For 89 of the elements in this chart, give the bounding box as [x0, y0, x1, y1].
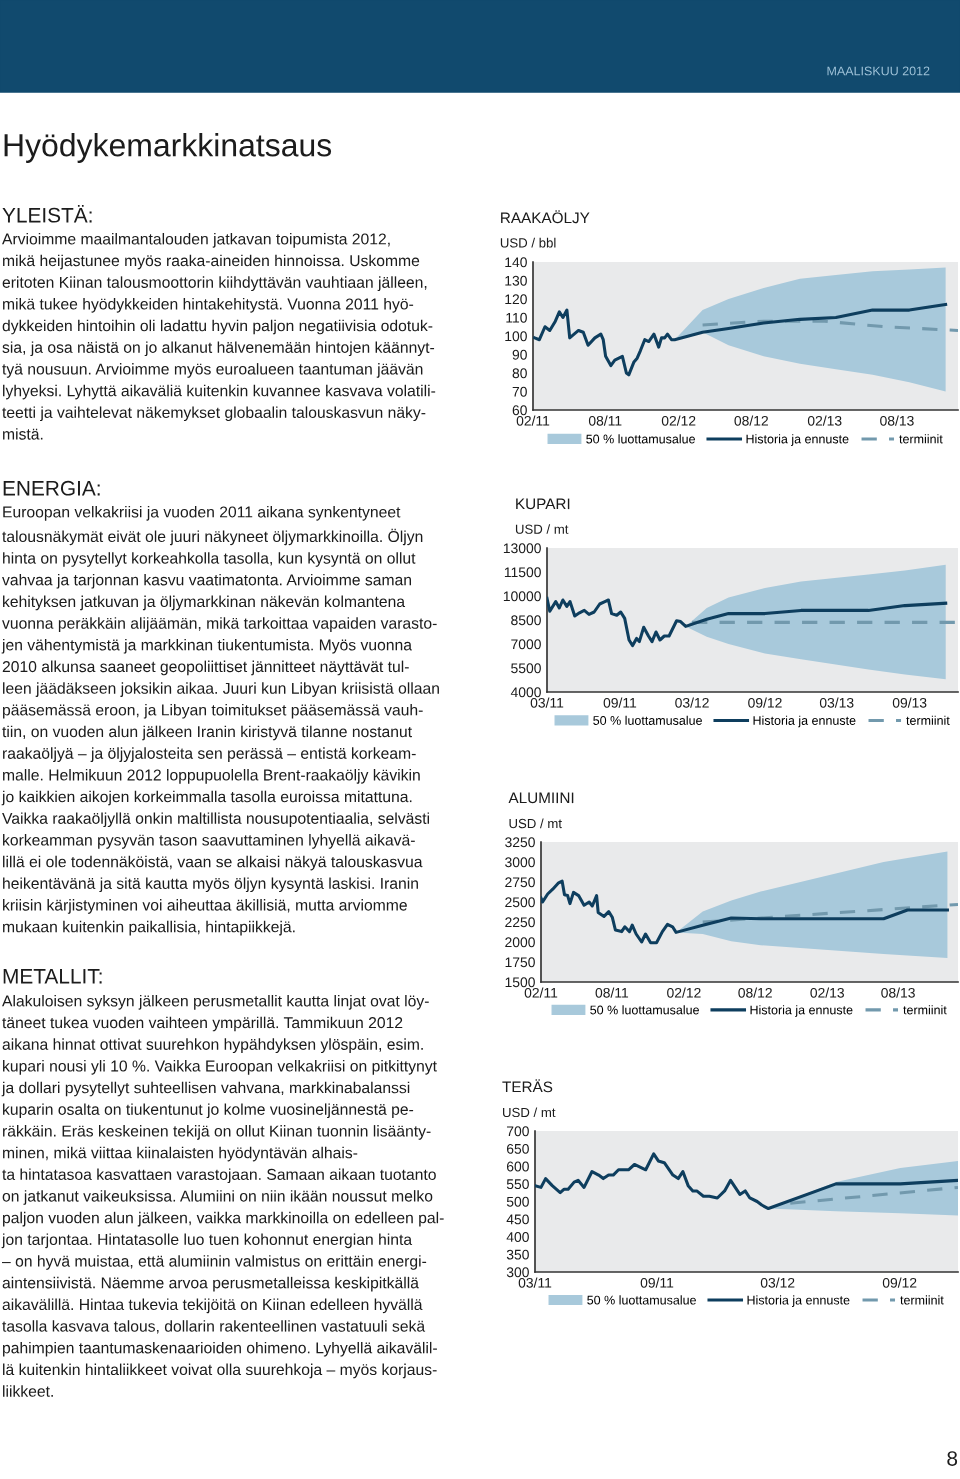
legend-label: 50 % luottamusalue: [590, 1005, 699, 1015]
y-tick-label: 2250: [505, 917, 535, 928]
x-tick-label: 08/13: [880, 415, 914, 426]
legend-label: Historia ja ennuste: [747, 1295, 850, 1307]
y-tick-label: 1750: [505, 957, 535, 968]
y-tick-label: 550: [506, 1179, 529, 1190]
legend-label: 50 % luottamusalue: [587, 1295, 696, 1305]
x-tick-label: 08/11: [595, 987, 629, 998]
text: 8: [947, 1451, 958, 1466]
y-tick-label: 11500: [504, 567, 541, 578]
y-tick-label: 2000: [505, 937, 535, 948]
x-tick-label: 09/12: [748, 697, 782, 708]
x-tick-label: 08/11: [588, 415, 622, 426]
y-tick-label: 10000: [503, 591, 541, 602]
y-tick-label: 80: [512, 368, 527, 379]
x-tick-label: 08/13: [881, 987, 915, 998]
line-series: [535, 1152, 958, 1211]
y-tick-label: 8500: [511, 615, 541, 626]
y-tick-label: 650: [506, 1143, 529, 1154]
text: METALLIT:: [3, 969, 102, 984]
y-tick-label: 350: [506, 1249, 529, 1260]
y-tick-label: 7000: [511, 639, 541, 650]
x-tick-label: 02/13: [807, 415, 842, 426]
text: Arvioimme maailmantalouden jatkavan toipumista 2012, mikä heijastunee myös raaka-aineiden hinnoissa. Uskomme eritoten Kiinan talousmoottorin kiihdyttävän vauhtiaan jälleen, mikä tukee hyödykkeiden hintakehitystä. Vuonna 2011 hyö- dykkeiden hintoihin oli ladattu hyvin paljon negatiivisia odotuk- sia, ja osa näistä on jo alkanut hälvenemään hintojen käännyt- tyä nousuun. Arvioimme myös euroalueen taantuman jäävän lyhyeksi. Lyhyttä aikaväliä kuitenkin kuvannee kasvava volatili- teetti ja vaihtelevat näkemykset globaalin talouskasvun näky- mistä.: [2, 233, 436, 440]
y-tick-label: 400: [506, 1232, 529, 1242]
x-tick-label: 02/11: [516, 415, 550, 426]
y-tick-label: 600: [506, 1161, 529, 1172]
chart-title: RAAKAÖLJY: [501, 210, 590, 224]
legend-label: Historia ja ennuste: [750, 1005, 853, 1017]
x-tick-label: 03/12: [760, 1277, 795, 1288]
text: Euroopan velkakriisi ja vuoden 2011 aikana synkentyneet talousnäkymät eivät ole juuri näkyneet öljymarkkinoilla. Öljyn hinta on pysytellyt korkeahkolla tasolla, kun kysyntä on ollut vahvaa ja tarjonnan kasvu vaatimatonta. Arvioimme saman kehityksen jatkuvan ja öljymarkkinan näkevän kolmantena vuonna peräkkäin alijäämän, mikä tarkoittaa vapaiden varasto- jen vähentymistä ja markkinan tiukentumista. Myös vuonna 2010 alkunsa saaneet geopoliittiset jännitteet näyttävät tul- leen jäädäkseen joksikin aikaa. Juuri kun Libyan kriisistä ollaan pääsemässä eroon, ja Libyan toimitukset pääsemässä vauh- tiin, on vuoden alun jälkeen Iranin kiristyvä tilanne nostanut raakaöljyä – ja öljyjalosteita sen perässä – entistä korkeam- malle. Helmikuun 2012 loppupuolella Brent-raakaöljy kävikin jo kaikkien aikojen korkeimmalla tasolla euroissa mitattuna. Vaikka raakaöljyllä onkin maltillista nousupotentiaalia, selvästi korkeamman pysyvän tason saavuttaminen lyhyellä aikavä- lillä ei ole todennäköistä, vaan se alkaisi näkyä talouskasvua heikentävänä ja sitä kautta myös öljyn kysyntä laskisi. Iranin kriisin kärjistyminen voi aiheuttaa äkillisiä, mutta arviomme mukaan kuitenkin paikallisia, hintapiikkejä.: [1, 506, 439, 936]
line-series: [541, 879, 949, 945]
y-tick-label: 5500: [511, 663, 541, 674]
legend-label: termiinit: [906, 715, 950, 725]
legend-label: termiinit: [900, 1295, 944, 1305]
y-axis-title: USD / mt: [503, 1107, 556, 1118]
y-tick-label: 13000: [503, 543, 541, 554]
x-tick-label: 03/11: [518, 1277, 552, 1288]
y-axis-title: USD / mt: [515, 524, 569, 534]
y-tick-label: 1500: [505, 977, 535, 988]
x-tick-label: 09/12: [882, 1277, 917, 1288]
y-tick-label: 70: [512, 386, 527, 397]
text: Alakuloisen syksyn jälkeen perusmetallit kautta linjat ovat löy- täneet tukea vuoden vaihteen ympärillä. Tammikuun 2012 aikana hinnat ottivat suurehkon hypähdyksen ylöspäin, esim. kupari nousi yli 10 %. Vaikka Euroopan velkakriisi on pitkittynyt ja dollari pysytellyt suhteellisen vahvana, markkinabalanssi kuparin osalta on tiukentunut jo kolme vuosineljännestä pe- räkkäin. Eräs keskeinen tekijä on ollut Kiinan tuonnin lisäänty- minen, mikä viittaa kiinalaisten hyödyntävän alhais- ta hintatasoa kasvattaen varastojaan. Samaan aikaan tuotanto on jatkanut vaikeuksissa. Alumiini on niin ikään noussut melko paljon vuoden alun jälkeen, vaikka markkinoilla on edelleen pal- jon tarjontaa. Hintatasolle luo tuen kohonnut energian hinta – on hyvä muistaa, että alumiinin valmistus on erittäin energi- aintensiivistä. Näemme arvoa perusmetalleissa keskipitkällä aikavälillä. Hintaa tukevia tekijöitä on Kiinan edelleen hyvällä tasolla kasvava talous, dollarin rakenteellinen vastatuuli sekä pahimpien taantumaskenaarioiden ohimeno. Lyhyellä aikavälil- lä kuitenkin hintaliikkeet voivat olla suurehkoja – myös korjaus- liikkeet.: [1, 995, 444, 1397]
line-series: [547, 596, 948, 648]
y-tick-label: 2500: [505, 897, 535, 908]
x-tick-label: 02/12: [661, 415, 696, 426]
x-tick-label: 09/11: [603, 697, 637, 708]
x-tick-label: 02/11: [524, 987, 558, 998]
y-axis-title: USD / mt: [509, 818, 562, 829]
legend-label: termiinit: [903, 1005, 947, 1015]
chart-title: TERÄS: [502, 1079, 553, 1093]
x-tick-label: 08/12: [738, 987, 772, 998]
y-tick-label: 130: [505, 275, 527, 286]
text: MAALISKUU 2012: [827, 66, 930, 76]
line-series: [701, 319, 958, 332]
y-tick-label: 450: [506, 1214, 529, 1225]
legend-label: Historia ja ennuste: [746, 434, 849, 446]
x-tick-label: 03/12: [675, 697, 709, 708]
y-tick-label: 3000: [505, 857, 535, 868]
legend-label: termiinit: [899, 434, 943, 444]
y-tick-label: 140: [505, 257, 527, 268]
x-tick-label: 09/11: [640, 1277, 674, 1288]
y-tick-label: 700: [506, 1126, 529, 1137]
y-tick-label: 3250: [505, 837, 535, 848]
legend-label: 50 % luottamusalue: [586, 434, 695, 444]
y-tick-label: 120: [505, 294, 527, 305]
y-tick-label: 4000: [510, 687, 541, 698]
x-tick-label: 02/12: [667, 987, 701, 998]
chart-title: ALUMIINI: [508, 792, 574, 804]
y-axis-title: USD / bbl: [500, 237, 556, 248]
y-tick-label: 90: [512, 349, 527, 360]
x-tick-label: 08/12: [734, 415, 768, 426]
text: YLEISTÄ:: [2, 204, 92, 223]
y-tick-label: 2750: [505, 877, 535, 888]
chart-title: KUPARI: [516, 498, 570, 510]
y-tick-label: 100: [505, 331, 527, 342]
y-tick-label: 60: [512, 405, 527, 416]
y-tick-label: 110: [506, 312, 527, 323]
text: ENERGIA:: [3, 480, 100, 496]
y-tick-label: 300: [506, 1267, 529, 1278]
x-tick-label: 03/11: [530, 697, 564, 708]
x-tick-label: 02/13: [810, 987, 844, 998]
legend-label: 50 % luottamusalue: [593, 715, 702, 725]
line-series: [533, 303, 948, 377]
text: Hyödykemarkkinatsaus: [4, 133, 332, 163]
legend-label: Historia ja ennuste: [753, 715, 856, 728]
x-tick-label: 09/13: [892, 697, 927, 708]
y-tick-label: 500: [506, 1196, 529, 1207]
x-tick-label: 03/13: [819, 697, 854, 708]
